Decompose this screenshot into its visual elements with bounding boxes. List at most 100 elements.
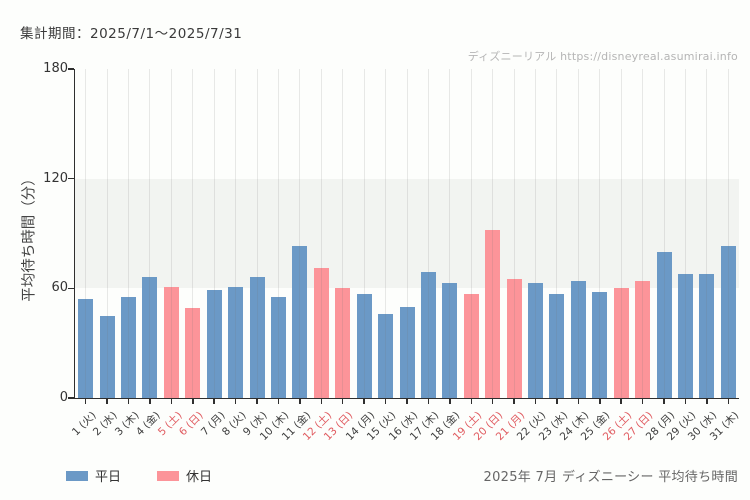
bar-day-20-holiday xyxy=(485,229,501,398)
vertical-gridline xyxy=(577,69,579,398)
legend-item-holiday: 休日 xyxy=(157,466,212,485)
y-tick-mark xyxy=(68,397,74,399)
bar-day-25-weekday xyxy=(592,292,608,398)
x-axis-line xyxy=(73,397,739,399)
bar-day-14-weekday xyxy=(356,293,372,398)
vertical-gridline xyxy=(85,69,87,398)
bar-day-2-weekday xyxy=(99,315,115,398)
vertical-gridline xyxy=(128,69,130,398)
bar-day-22-weekday xyxy=(528,282,544,398)
vertical-gridline xyxy=(277,69,279,398)
x-tick-mark xyxy=(684,398,687,404)
x-tick-mark xyxy=(663,398,665,404)
bar-day-15-weekday xyxy=(378,313,394,398)
legend-label-holiday: 休日 xyxy=(186,470,213,485)
bar-day-26-holiday xyxy=(613,288,629,398)
x-tick-mark xyxy=(470,398,472,404)
vertical-gridline xyxy=(642,69,644,398)
vertical-gridline xyxy=(149,69,151,398)
x-tick-mark xyxy=(406,398,408,404)
bar-day-8-weekday xyxy=(228,286,244,398)
report-period-label: 集計期間：2025/7/1～2025/7/31 xyxy=(20,26,243,42)
bar-day-27-holiday xyxy=(635,281,651,398)
bar-day-16-weekday xyxy=(399,306,415,398)
vertical-gridline xyxy=(706,69,708,398)
vertical-gridline xyxy=(663,69,665,398)
bar-day-13-holiday xyxy=(335,288,351,398)
vertical-gridline xyxy=(535,69,537,398)
vertical-gridline xyxy=(470,69,472,398)
x-tick-mark xyxy=(127,398,130,404)
vertical-gridline xyxy=(213,69,215,398)
bar-day-21-holiday xyxy=(506,279,522,398)
bar-day-9-weekday xyxy=(249,277,265,398)
vertical-gridline xyxy=(235,69,237,398)
vertical-gridline xyxy=(406,69,408,398)
bar-chart-plot-area xyxy=(75,69,739,398)
vertical-gridline xyxy=(620,69,622,398)
watermark-site-credit: ディズニーリアル https://disneyreal.asumirai.inf… xyxy=(467,50,738,63)
bar-day-30-weekday xyxy=(699,273,715,398)
x-tick-mark xyxy=(620,398,622,404)
x-tick-mark xyxy=(84,398,87,404)
bar-day-4-weekday xyxy=(142,277,158,398)
x-tick-mark xyxy=(556,398,558,404)
bar-day-10-weekday xyxy=(270,297,286,398)
bar-day-19-holiday xyxy=(463,293,479,398)
bar-day-29-weekday xyxy=(677,273,693,398)
x-tick-mark xyxy=(299,398,301,404)
bar-day-17-weekday xyxy=(420,271,436,398)
weekday-color-swatch xyxy=(66,470,88,481)
x-tick-mark xyxy=(213,398,215,404)
y-tick-label-0: 0 xyxy=(59,390,68,405)
vertical-gridline xyxy=(385,69,387,398)
bar-day-28-weekday xyxy=(656,251,672,398)
x-tick-mark xyxy=(277,398,280,404)
y-tick-label-180: 180 xyxy=(43,61,68,76)
vertical-gridline xyxy=(170,69,172,398)
x-tick-mark xyxy=(449,398,451,404)
bar-day-11-weekday xyxy=(292,246,308,398)
vertical-gridline xyxy=(727,69,729,398)
y-tick-label-120: 120 xyxy=(43,170,68,186)
x-tick-mark xyxy=(641,398,644,404)
vertical-gridline xyxy=(599,69,601,398)
bar-day-1-weekday xyxy=(78,299,94,398)
vertical-gridline xyxy=(299,69,301,398)
x-tick-mark xyxy=(513,398,515,404)
vertical-gridline xyxy=(106,69,108,398)
x-tick-mark xyxy=(320,398,323,404)
x-tick-mark xyxy=(534,398,537,404)
x-tick-mark xyxy=(341,398,344,404)
vertical-gridline xyxy=(192,69,194,398)
bar-day-3-weekday xyxy=(121,297,137,398)
chart-legend: 平日 休日 xyxy=(66,466,234,485)
x-tick-mark xyxy=(384,398,387,404)
bar-day-12-holiday xyxy=(313,268,329,398)
vertical-gridline xyxy=(556,69,558,398)
bar-day-18-weekday xyxy=(442,282,458,398)
x-tick-mark xyxy=(727,398,730,404)
x-tick-mark xyxy=(106,398,108,404)
y-tick-mark xyxy=(68,177,74,180)
vertical-gridline xyxy=(342,69,344,398)
x-tick-mark xyxy=(363,398,365,404)
bar-day-24-weekday xyxy=(570,281,586,398)
y-tick-label-60: 60 xyxy=(51,280,68,296)
shaded-band-60-120 xyxy=(75,178,739,289)
y-tick-mark xyxy=(68,68,74,70)
x-tick-mark xyxy=(427,398,430,404)
x-tick-mark xyxy=(706,398,708,404)
holiday-color-swatch xyxy=(157,470,180,481)
x-tick-mark xyxy=(234,398,237,404)
x-tick-mark xyxy=(256,398,258,404)
y-tick-mark xyxy=(68,287,74,290)
x-tick-mark xyxy=(192,398,194,404)
vertical-gridline xyxy=(684,69,686,398)
x-tick-mark xyxy=(491,398,494,404)
bar-day-23-weekday xyxy=(549,293,565,398)
vertical-gridline xyxy=(363,69,365,398)
legend-item-weekday: 平日 xyxy=(66,466,121,485)
bar-day-6-holiday xyxy=(185,308,201,398)
x-tick-mark xyxy=(170,398,173,404)
